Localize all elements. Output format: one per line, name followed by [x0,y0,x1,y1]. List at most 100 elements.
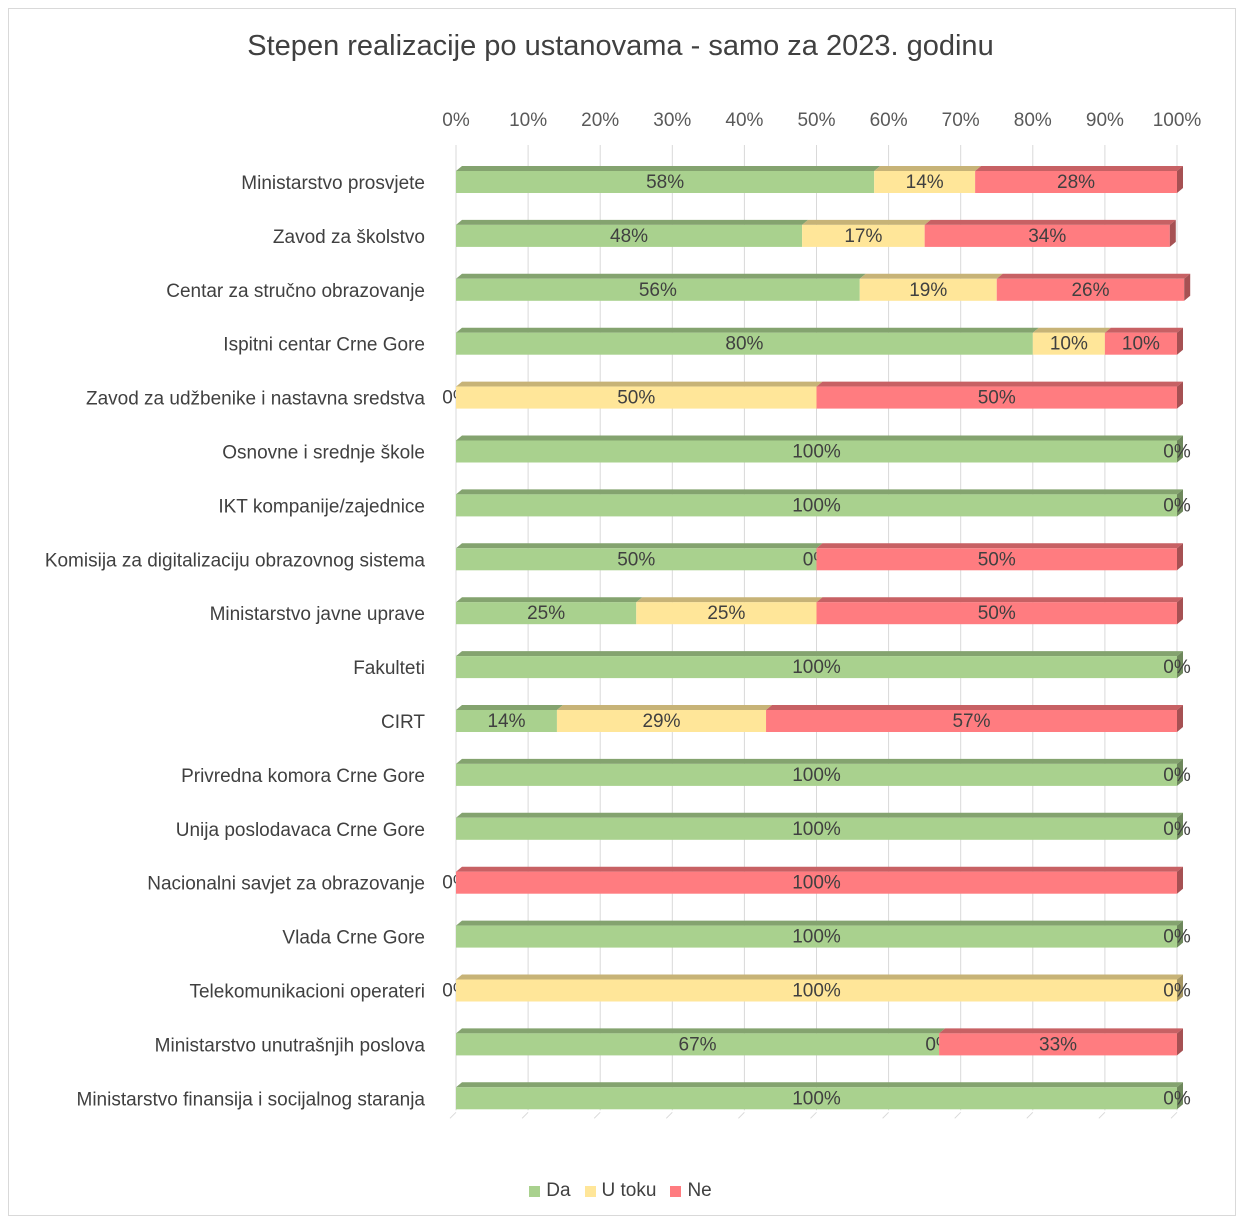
data-label: 100% [792,495,841,516]
chart-title: Stepen realizacije po ustanovama - samo … [247,30,994,62]
bar-side [1177,327,1183,355]
floor-tick [665,1111,673,1119]
bar-top [456,273,866,279]
data-label: 100% [792,765,841,786]
bar-top [636,597,823,603]
legend-label: U toku [601,1180,657,1201]
bar-segment [816,602,1177,625]
bar-side [1177,812,1183,840]
bar-side [1177,489,1183,517]
bar-top [456,1082,1183,1088]
floor-tick [810,1111,817,1119]
floor-tick [882,1111,889,1119]
category-label: Telekomunikacioni operateri [189,982,425,1003]
data-label: 100% [792,1088,841,1109]
floor-tick [738,1111,745,1119]
data-label: 34% [1028,226,1066,247]
bar-side [1177,543,1183,571]
bar-segment [456,332,1033,355]
data-label: 0% [1163,1088,1191,1109]
data-label: 25% [707,603,745,624]
bar-side [1177,758,1183,786]
bar-top [456,489,1183,495]
bar-side [1177,920,1183,948]
data-label: 19% [909,280,947,301]
data-label: 10% [1050,334,1088,355]
data-label: 0% [1163,819,1191,840]
legend-item: Ne [670,1180,712,1202]
data-label: 80% [725,334,763,355]
data-label: 100% [792,927,841,948]
category-label: Ministarstvo javne uprave [210,604,425,625]
bar-segment [456,871,1177,894]
bar-side [1177,974,1183,1002]
category-label: IKT kompanije/zajednice [218,496,425,517]
data-label: 48% [610,226,648,247]
floor-tick [521,1111,529,1119]
bar-segment [766,710,1177,732]
category-label: Unija poslodavaca Crne Gore [176,820,425,841]
bar-top [456,597,643,603]
data-label: 67% [679,1034,717,1055]
x-tick-label: 0% [442,110,470,131]
legend-label: Ne [687,1180,712,1201]
category-label: Ministarstvo finansija i socijalnog star… [77,1089,426,1110]
bar-side [1177,1082,1183,1110]
data-label: 100% [792,819,841,840]
bar-segment [924,224,1170,247]
bar-top [556,705,773,710]
legend-swatch [529,1185,541,1197]
bar-segment [556,710,767,732]
bar-side [1177,435,1183,463]
data-label: 29% [642,711,680,732]
floor-tick [593,1111,601,1119]
bar-segment [816,548,1177,571]
category-label: CIRT [381,712,425,733]
data-label: 0% [1163,657,1191,678]
bar-top [456,435,1183,441]
bar-top [456,812,1183,818]
floor-tick [1170,1111,1178,1119]
bar-side [1177,166,1183,193]
x-tick-label: 50% [797,110,835,131]
bar-segment [802,224,925,247]
data-label: 50% [617,549,655,570]
data-label: 0% [1163,442,1191,463]
x-tick-label: 60% [870,110,908,131]
data-label: 33% [1039,1034,1077,1055]
bar-top [816,543,1183,549]
bar-side [1177,1028,1183,1056]
x-tick-label: 30% [653,110,691,131]
data-label: 58% [646,172,684,193]
category-label: Zavod za školstvo [273,227,425,248]
data-label: 50% [978,388,1016,409]
bar-top [874,166,982,171]
bar-segment [456,1087,1177,1110]
floor-tick [1098,1111,1106,1119]
floor-tick [1026,1111,1034,1119]
data-label: 14% [487,711,525,732]
category-label: Komisija za digitalizaciju obrazovnog si… [45,550,426,571]
bar-segment [456,817,1177,840]
bar-top [456,543,823,549]
category-label: Nacionalni savjet za obrazovanje [147,874,425,895]
bar-segment [1032,332,1105,355]
data-label: 0% [1163,981,1191,1002]
bar-side [1177,651,1183,679]
bar-segment [456,171,875,193]
data-label: 100% [792,981,841,1002]
bar-segment [939,1033,1177,1056]
bar-segment [456,710,557,732]
bar-top [924,219,1176,225]
category-label: Zavod za udžbenike i nastavna sredstva [86,389,425,410]
bar-top [802,219,931,225]
bar-top [816,381,1183,387]
floor-tick [954,1111,962,1119]
bar-segment [859,278,997,301]
data-label: 50% [617,388,655,409]
bar-segment [456,1033,940,1056]
bar-top [939,1028,1183,1034]
bar-segment [456,386,817,409]
x-tick-label: 100% [1153,110,1202,131]
